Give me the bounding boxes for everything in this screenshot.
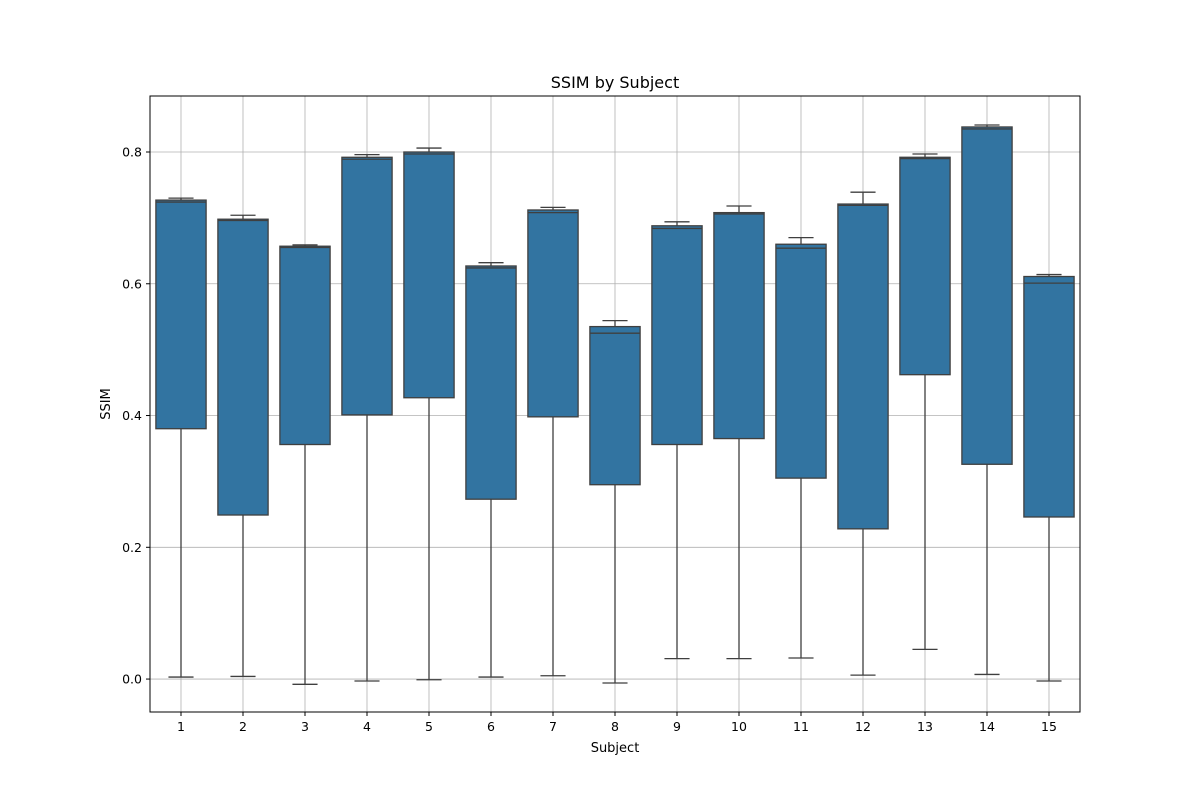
iqr-box: [217, 218, 269, 516]
iqr-box: [837, 203, 889, 530]
box-subject-13: [899, 153, 951, 651]
x-tick-label: 15: [1041, 719, 1057, 734]
iqr-box: [155, 199, 207, 430]
box-subject-6: [465, 262, 517, 678]
box-subject-11: [775, 236, 827, 659]
y-axis-label: SSIM: [99, 388, 114, 420]
box-subject-14: [961, 124, 1013, 676]
iqr-box: [651, 225, 703, 446]
box-subject-8: [589, 320, 641, 684]
boxes: [155, 124, 1075, 685]
box-subject-12: [837, 191, 889, 676]
x-tick-label: 12: [855, 719, 871, 734]
box-subject-5: [403, 147, 455, 681]
box-subject-1: [155, 197, 207, 678]
x-tick-label: 10: [731, 719, 747, 734]
box-subject-15: [1023, 273, 1075, 682]
iqr-box: [279, 245, 331, 446]
iqr-box: [403, 151, 455, 399]
y-tick-label: 0.2: [122, 540, 142, 555]
box-subject-3: [279, 244, 331, 685]
iqr-box: [713, 211, 765, 440]
iqr-box: [961, 126, 1013, 465]
iqr-box: [1023, 275, 1075, 518]
y-tick-label: 0.6: [122, 276, 142, 291]
iqr-box: [589, 325, 641, 486]
x-tick-label: 6: [487, 719, 495, 734]
x-tick-label: 11: [793, 719, 809, 734]
x-tick-label: 9: [673, 719, 681, 734]
x-tick-label: 8: [611, 719, 619, 734]
iqr-box: [775, 243, 827, 479]
box-subject-4: [341, 153, 393, 682]
x-tick-label: 14: [979, 719, 995, 734]
y-tick-label: 0.0: [122, 672, 142, 687]
x-tick-label: 4: [363, 719, 371, 734]
axis-ticks: 0.00.20.40.60.81 2 3 4 5 6 7 8 9 10 11 12 13 14 15: [122, 145, 1057, 735]
x-tick-label: 7: [549, 719, 557, 734]
iqr-box: [899, 156, 951, 376]
box-subject-7: [527, 206, 579, 677]
chart-title: SSIM by Subject: [551, 73, 679, 92]
box-subject-10: [713, 205, 765, 660]
x-tick-label: 3: [301, 719, 309, 734]
box-subject-2: [217, 214, 269, 678]
y-tick-label: 0.4: [122, 408, 142, 423]
iqr-box: [465, 265, 517, 500]
iqr-box: [527, 209, 579, 418]
box-subject-9: [651, 221, 703, 660]
y-tick-label: 0.8: [122, 145, 142, 160]
iqr-box: [341, 156, 393, 416]
x-axis-label: Subject: [591, 741, 640, 756]
x-tick-label: 13: [917, 719, 933, 734]
x-tick-label: 2: [239, 719, 247, 734]
x-tick-label: 1: [177, 719, 185, 734]
x-tick-label: 5: [425, 719, 433, 734]
